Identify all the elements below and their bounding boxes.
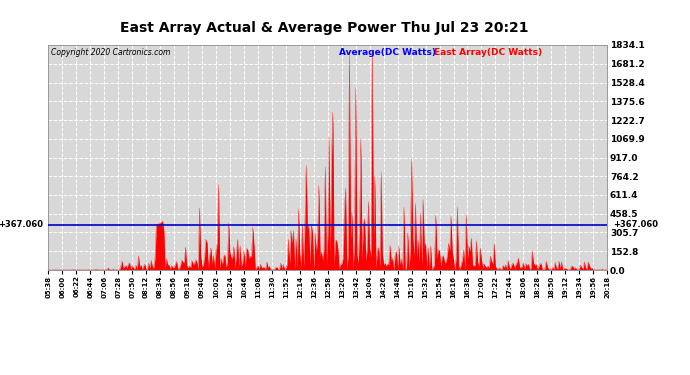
Text: East Array(DC Watts): East Array(DC Watts) — [434, 48, 542, 57]
Text: +367.060: +367.060 — [613, 220, 658, 230]
Text: Average(DC Watts): Average(DC Watts) — [339, 48, 436, 57]
Text: East Array Actual & Average Power Thu Jul 23 20:21: East Array Actual & Average Power Thu Ju… — [120, 21, 529, 34]
Text: +367.060: +367.060 — [0, 220, 43, 230]
Text: Copyright 2020 Cartronics.com: Copyright 2020 Cartronics.com — [51, 48, 170, 57]
